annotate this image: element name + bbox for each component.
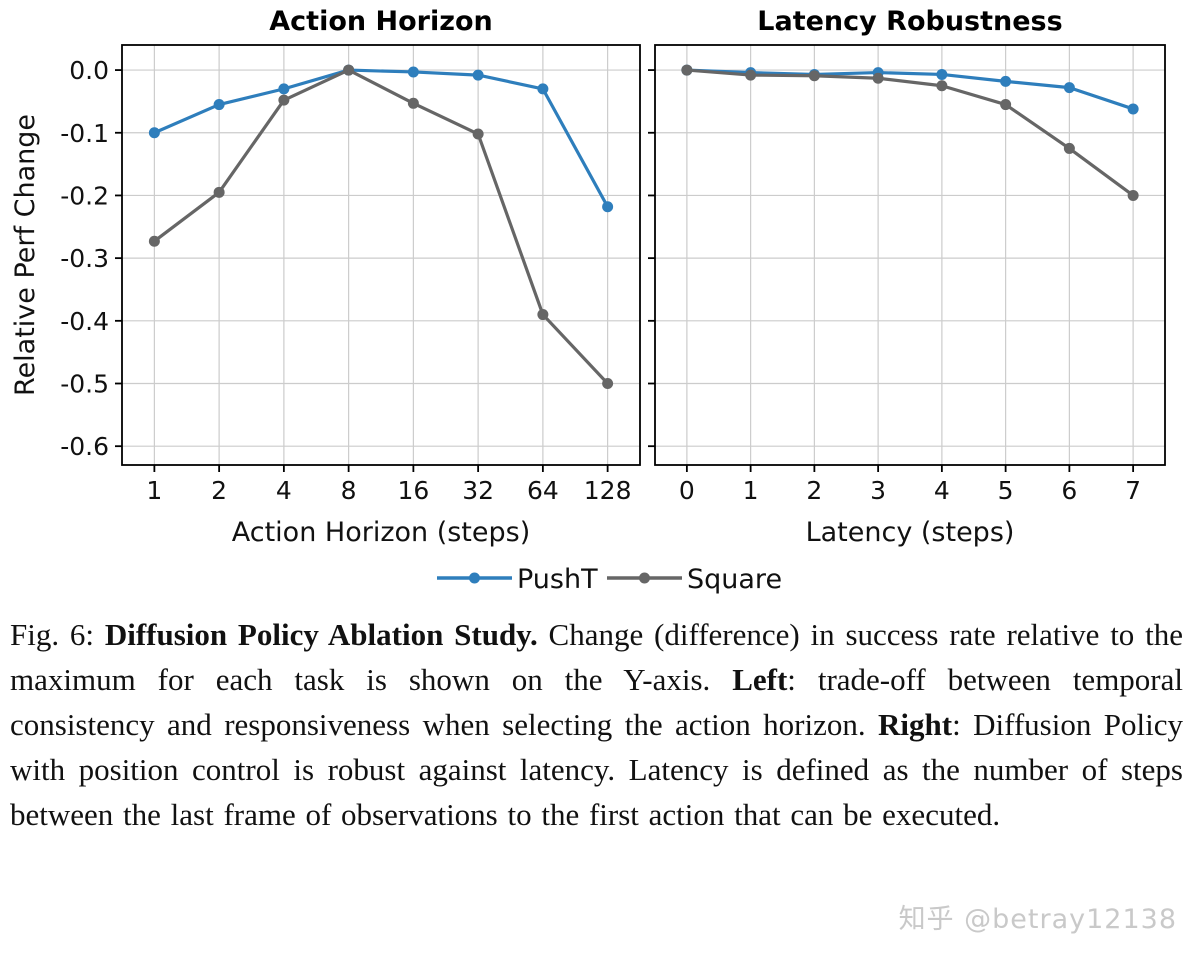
series-line-PushT: [153, 68, 610, 208]
legend: PushT Square: [437, 564, 782, 595]
y-tick-label: -0.5: [60, 370, 109, 399]
chart-title: Action Horizon: [269, 6, 492, 37]
y-tick-label: -0.4: [60, 307, 109, 336]
x-tick-label: 4: [934, 476, 950, 505]
watermark: 知乎 @betray12138: [898, 904, 1177, 935]
legend-label-Square: Square: [687, 564, 782, 595]
series-marker-Square: [472, 128, 484, 140]
chart-0: 1 2 4 8 16 32 64 128 0.0 -0.1 -0.2 -0.3 -0.4 -0.5 -0.6…: [10, 6, 641, 548]
x-tick-label: 7: [1125, 476, 1141, 505]
x-tick-label: 16: [397, 476, 429, 505]
series-marker-Square: [808, 70, 820, 82]
x-tick-label: 6: [1061, 476, 1077, 505]
caption-right-label: Right: [878, 707, 953, 742]
series-marker-Square: [602, 378, 614, 390]
series-marker-Square: [745, 69, 757, 81]
legend-marker-Square: [639, 572, 650, 584]
plot-border: [654, 44, 1166, 466]
caption-seg2: : trade-off between temporal consistency…: [10, 662, 1184, 742]
chart-title: Latency Robustness: [757, 6, 1062, 37]
series-marker-PushT: [213, 99, 225, 111]
caption-title: Diffusion Policy Ablation Study.: [104, 617, 538, 652]
gridlines: [655, 45, 1165, 465]
caption-seg1: Change (difference) in success rate rela…: [10, 617, 1183, 697]
series-marker-Square: [936, 80, 948, 92]
x-tick-label: 2: [211, 476, 227, 505]
caption-seg3: : Diffusion Policy with position control…: [10, 707, 1183, 832]
charts-svg: 1 2 4 8 16 32 64 1280.0-0.1-0.2-0.3-0.4-0.5-0.6…: [10, 6, 1166, 595]
plot-border: [121, 44, 641, 466]
caption-fig-label: Fig. 6:: [10, 617, 105, 652]
y-axis-label: Relative Perf Change: [10, 114, 41, 396]
caption-left-label: Left: [732, 662, 788, 697]
series-marker-PushT: [1000, 75, 1012, 87]
series-line-PushT: [686, 68, 1134, 111]
series-marker-PushT: [537, 83, 549, 95]
y-tick-label: -0.3: [60, 244, 109, 273]
y-tick-label: -0.6: [60, 432, 109, 461]
series-marker-Square: [1063, 142, 1075, 154]
series-marker-Square: [537, 309, 549, 321]
y-tick-label: -0.2: [60, 181, 109, 210]
series-marker-PushT: [602, 201, 614, 213]
x-axis-label: Action Horizon (steps): [232, 517, 531, 548]
series-marker-Square: [213, 186, 225, 198]
x-tick-label: 4: [276, 476, 292, 505]
x-tick-label: 1: [743, 476, 759, 505]
legend-label-PushT: PushT: [517, 564, 598, 595]
figure-caption: Fig. 6: Diffusion Policy Ablation Study.…: [10, 612, 1183, 837]
series-marker-Square: [1127, 189, 1139, 201]
series-marker-Square: [148, 235, 160, 247]
chart-1: 0 1 2 3 4 5 6 7 Latency Robustness Latency (steps…: [648, 6, 1166, 548]
series-line-Square: [153, 68, 609, 385]
x-tick-label: 5: [998, 476, 1014, 505]
x-tick-label: 3: [870, 476, 886, 505]
x-tick-label: 2: [806, 476, 822, 505]
x-tick-label: 1: [146, 476, 162, 505]
series-marker-PushT: [278, 83, 290, 95]
series-marker-Square: [407, 97, 419, 109]
series-marker-Square: [343, 64, 355, 76]
series-marker-Square: [278, 94, 290, 106]
series-line-Square: [686, 68, 1135, 197]
series-marker-Square: [1000, 99, 1012, 111]
series-marker-Square: [681, 64, 693, 76]
x-tick-label: 0: [679, 476, 695, 505]
series-marker-PushT: [936, 68, 948, 80]
x-tick-label: 128: [584, 476, 632, 505]
x-tick-label: 64: [527, 476, 559, 505]
series-marker-PushT: [472, 69, 484, 81]
y-tick-label: 0.0: [69, 56, 109, 85]
x-axis-label: Latency (steps): [806, 517, 1015, 548]
y-tick-label: -0.1: [60, 119, 109, 148]
series-marker-PushT: [1127, 103, 1139, 115]
series-marker-PushT: [407, 66, 419, 78]
series-marker-Square: [872, 72, 884, 84]
x-tick-label: 8: [341, 476, 357, 505]
x-tick-label: 32: [462, 476, 494, 505]
series-marker-PushT: [1063, 82, 1075, 94]
legend-marker-PushT: [469, 572, 480, 584]
gridlines: [122, 45, 640, 465]
series-marker-PushT: [148, 127, 160, 139]
